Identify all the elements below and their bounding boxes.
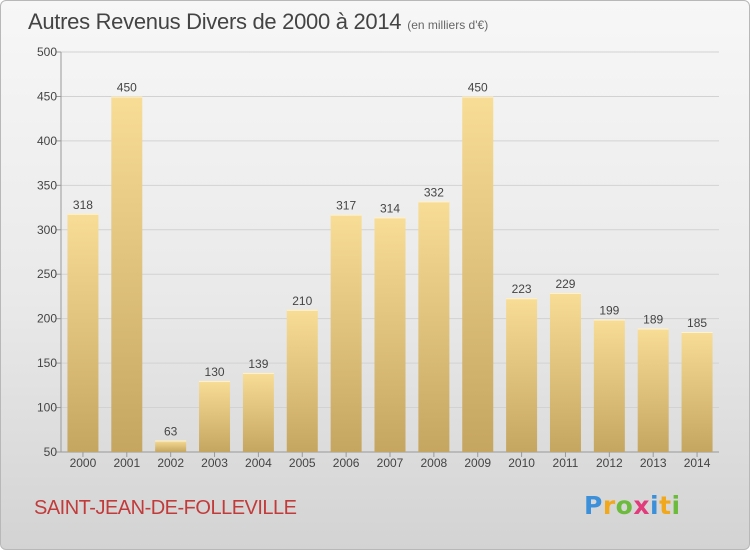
logo-letter: r <box>602 491 616 520</box>
bar-value-label: 450 <box>468 80 488 94</box>
bar <box>155 440 187 452</box>
y-tick-label: 100 <box>37 401 57 415</box>
y-tick-label: 50 <box>44 445 58 459</box>
y-tick-label: 450 <box>37 89 57 103</box>
y-tick-labels: 50 100 150 200 250 300 350 400 450 500 <box>37 45 57 459</box>
bar-value-label: 139 <box>248 357 268 371</box>
x-tick-labels: 2000 2001 2002 2003 2004 2005 2006 2007 2008 2009… <box>70 456 711 470</box>
bar-value-label: 130 <box>205 365 225 379</box>
x-tick-label: 2008 <box>421 456 448 470</box>
y-tick-label: 250 <box>37 267 57 281</box>
bar <box>199 380 231 452</box>
bar <box>418 201 450 452</box>
proxiti-logo: Proxiti <box>584 491 681 520</box>
x-tick-label: 2005 <box>289 456 316 470</box>
bar-value-label: 223 <box>512 282 532 296</box>
bars <box>67 96 713 452</box>
bar-value-label: 210 <box>292 294 312 308</box>
x-tick-label: 2004 <box>245 456 272 470</box>
x-tick-label: 2007 <box>377 456 404 470</box>
bar-value-label: 185 <box>687 316 707 330</box>
bar-value-label: 332 <box>424 185 444 199</box>
logo-letter: o <box>615 491 634 520</box>
y-tick-label: 200 <box>37 312 57 326</box>
y-tick-label: 150 <box>37 356 57 370</box>
logo-letter: i <box>650 491 660 520</box>
x-tick-label: 2006 <box>333 456 360 470</box>
bar-value-label: 318 <box>73 198 93 212</box>
bar <box>242 372 274 452</box>
logo-letter: x <box>633 491 650 520</box>
chart-subtitle: (en milliers d'€) <box>407 18 489 32</box>
chart-title-text: Autres Revenus Divers de 2000 à 2014 <box>28 9 402 34</box>
bar-value-label: 199 <box>599 304 619 318</box>
y-tick-label: 500 <box>37 45 57 59</box>
y-tick-label: 350 <box>37 178 57 192</box>
x-tick-label: 2000 <box>70 456 97 470</box>
logo-letter: t <box>659 491 672 520</box>
bar-value-label: 314 <box>380 201 400 215</box>
bar <box>111 96 143 452</box>
bar <box>67 213 99 452</box>
bar <box>681 332 713 452</box>
x-tick-label: 2012 <box>596 456 623 470</box>
bar-value-label: 450 <box>117 80 137 94</box>
bar <box>330 214 362 452</box>
x-tick-label: 2009 <box>464 456 491 470</box>
y-tick-label: 300 <box>37 223 57 237</box>
bar-value-label: 189 <box>643 312 663 326</box>
bar <box>637 328 669 452</box>
x-tick-label: 2001 <box>113 456 140 470</box>
x-tick-label: 2013 <box>640 456 667 470</box>
bar <box>462 96 494 452</box>
chart-title: Autres Revenus Divers de 2000 à 2014 (en … <box>28 9 488 35</box>
x-tick-label: 2014 <box>684 456 711 470</box>
y-tick-label: 400 <box>37 134 57 148</box>
logo-letter: P <box>584 491 603 520</box>
bar <box>286 309 318 452</box>
x-tick-label: 2010 <box>508 456 535 470</box>
commune-name: SAINT-JEAN-DE-FOLLEVILLE <box>34 497 297 519</box>
logo-letter: i <box>671 491 681 520</box>
bar <box>374 217 406 452</box>
x-tick-label: 2003 <box>201 456 228 470</box>
x-tick-label: 2011 <box>553 456 579 470</box>
bar <box>549 292 581 452</box>
data-labels: 318 450 63 130 139 210 317 314 332 450 223 229 199 18… <box>73 80 707 438</box>
bar-value-label: 317 <box>336 199 356 213</box>
bar-value-label: 229 <box>555 277 575 291</box>
bar <box>506 298 538 452</box>
bar-value-label: 63 <box>164 424 178 438</box>
bar <box>593 319 625 452</box>
x-tick-label: 2002 <box>157 456 184 470</box>
